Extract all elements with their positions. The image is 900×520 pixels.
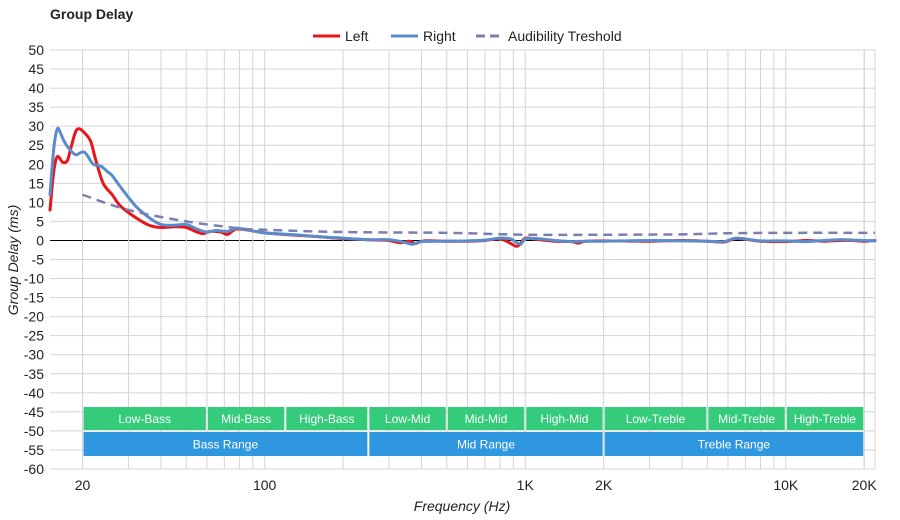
frequency-subrange-band bbox=[786, 407, 864, 430]
legend: Left Right Audibility Treshold bbox=[313, 28, 622, 44]
y-tick-label: -60 bbox=[24, 461, 44, 477]
y-axis-label: Group Delay (ms) bbox=[5, 205, 21, 315]
x-axis-label: Frequency (Hz) bbox=[414, 498, 510, 514]
frequency-subrange-band bbox=[207, 407, 285, 430]
frequency-subrange-band bbox=[604, 407, 707, 430]
x-tick-label: 100 bbox=[253, 477, 277, 493]
series-lines bbox=[48, 126, 877, 248]
frequency-subrange-band bbox=[83, 407, 206, 430]
frequency-subrange-band bbox=[708, 407, 785, 430]
frequency-subrange-band bbox=[526, 407, 603, 430]
grid bbox=[50, 49, 876, 470]
series-line-right bbox=[48, 126, 877, 246]
y-tick-label: -45 bbox=[24, 404, 44, 420]
frequency-subrange-band-label: High-Mid bbox=[540, 412, 588, 426]
frequency-range-band bbox=[604, 432, 864, 456]
y-tick-label: -20 bbox=[24, 309, 44, 325]
y-tick-label: -40 bbox=[24, 385, 44, 401]
frequency-subrange-band-label: High-Bass bbox=[299, 412, 354, 426]
frequency-range-band-label: Bass Range bbox=[193, 438, 259, 452]
y-tick-label: 0 bbox=[36, 232, 44, 248]
y-tick-label: 35 bbox=[28, 99, 44, 115]
y-tick-label: 45 bbox=[28, 61, 44, 77]
y-tick-label: 10 bbox=[28, 194, 44, 210]
frequency-subrange-band-label: Mid-Treble bbox=[718, 412, 775, 426]
frequency-range-band bbox=[369, 432, 603, 456]
range-bands: Low-Bass Mid-Bass High-Bass Low-Mid Mid-Mid H… bbox=[83, 407, 864, 456]
y-tick-label: -25 bbox=[24, 328, 44, 344]
x-tick-label: 2K bbox=[595, 477, 613, 493]
legend-label: Left bbox=[345, 28, 368, 44]
y-tick-label: -55 bbox=[24, 442, 44, 458]
y-tick-label: 50 bbox=[28, 42, 44, 58]
frequency-subrange-band-label: High-Treble bbox=[794, 412, 857, 426]
y-tick-label: -30 bbox=[24, 347, 44, 363]
y-tick-label: -10 bbox=[24, 271, 44, 287]
legend-label: Audibility Treshold bbox=[508, 28, 622, 44]
x-tick-label: 10K bbox=[773, 477, 799, 493]
y-tick-label: 15 bbox=[28, 175, 44, 191]
x-tick-label: 20 bbox=[75, 477, 91, 493]
frequency-range-band-label: Treble Range bbox=[698, 438, 771, 452]
frequency-range-band bbox=[83, 432, 368, 456]
y-tick-labels: 50454035302520151050-5-10-15-20-25-30-35… bbox=[24, 42, 44, 477]
chart-title: Group Delay bbox=[50, 6, 133, 22]
frequency-subrange-band-label: Low-Treble bbox=[626, 412, 686, 426]
x-tick-labels: 20 100 1K 2K 10K 20K bbox=[75, 477, 878, 493]
series-line-left bbox=[48, 127, 877, 248]
frequency-subrange-band-label: Low-Mid bbox=[385, 412, 430, 426]
y-tick-label: -50 bbox=[24, 423, 44, 439]
frequency-subrange-band-label: Mid-Bass bbox=[221, 412, 271, 426]
y-tick-label: 5 bbox=[36, 213, 44, 229]
frequency-range-band-label: Mid Range bbox=[457, 438, 515, 452]
legend-label: Right bbox=[423, 28, 456, 44]
frequency-subrange-band bbox=[286, 407, 368, 430]
y-tick-label: -15 bbox=[24, 290, 44, 306]
y-tick-label: -5 bbox=[32, 252, 45, 268]
x-tick-label: 20K bbox=[852, 477, 878, 493]
frequency-subrange-band bbox=[369, 407, 446, 430]
frequency-subrange-band-label: Low-Bass bbox=[118, 412, 171, 426]
frequency-subrange-band bbox=[447, 407, 525, 430]
y-tick-label: 20 bbox=[28, 156, 44, 172]
series-line-audibility-treshold bbox=[82, 193, 876, 237]
y-tick-label: 40 bbox=[28, 80, 44, 96]
y-tick-label: 30 bbox=[28, 118, 44, 134]
y-tick-label: 25 bbox=[28, 137, 44, 153]
y-tick-label: -35 bbox=[24, 366, 44, 382]
frequency-subrange-band-label: Mid-Mid bbox=[465, 412, 508, 426]
x-tick-label: 1K bbox=[517, 477, 535, 493]
